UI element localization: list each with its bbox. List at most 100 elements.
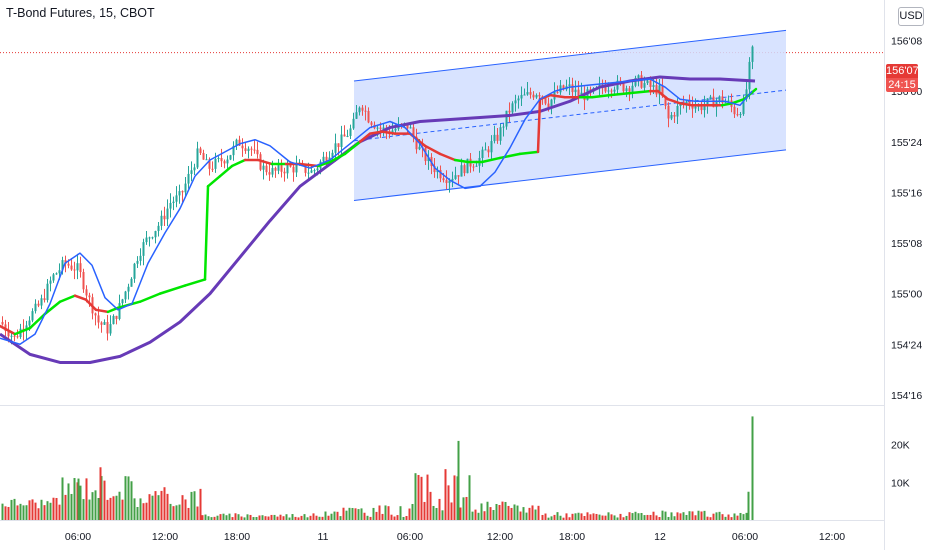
candle [79, 256, 82, 278]
volume-bar [67, 483, 70, 520]
volume-bar [267, 516, 270, 520]
candle-body [211, 168, 214, 170]
candle-body [628, 88, 631, 92]
ma-step-segment [438, 152, 457, 162]
candle [571, 77, 574, 98]
candle [514, 94, 517, 112]
candle-body [667, 105, 670, 119]
volume-bar [631, 513, 634, 520]
volume-bar [106, 499, 109, 520]
candle-body [229, 155, 232, 160]
candle-body [520, 94, 523, 99]
volume-bar [691, 511, 694, 520]
candle [523, 88, 526, 96]
volume-bar [130, 481, 133, 520]
candle [508, 102, 511, 123]
volume-bar [429, 491, 432, 520]
ma-step-segment [138, 292, 162, 303]
candle-body [700, 105, 703, 111]
candle-body [322, 156, 325, 162]
candle-body [412, 127, 415, 137]
candle-body [160, 215, 163, 226]
volume-bar [432, 505, 435, 520]
candle-body [637, 75, 640, 78]
candle-body [370, 122, 373, 125]
volume-bar [574, 513, 577, 520]
volume-bar [414, 473, 417, 520]
currency-button[interactable]: USD [898, 7, 924, 26]
volume-bar [715, 512, 718, 520]
volume-bar [384, 505, 387, 520]
ma-step-segment [343, 140, 362, 156]
volume-bar [649, 514, 652, 520]
volume-bar [243, 517, 246, 520]
candle-body [352, 118, 355, 129]
volume-bar [79, 485, 82, 520]
price-tick-label: 154'16 [891, 390, 922, 402]
candle [37, 300, 40, 308]
candle-body [37, 303, 40, 306]
candle-body [742, 98, 745, 115]
volume-bar [625, 515, 628, 520]
volume-bar [282, 516, 285, 520]
candle [256, 141, 259, 159]
volume-bar [516, 505, 519, 520]
ma-step-segment [58, 294, 77, 303]
candle-body [643, 83, 646, 88]
volume-bar [679, 513, 682, 520]
candle [427, 150, 430, 170]
candle-body [247, 148, 250, 152]
volume-bar [312, 513, 315, 520]
volume-bar [643, 515, 646, 520]
volume-bar [213, 516, 216, 520]
candle-body [49, 280, 52, 284]
candle [43, 288, 46, 303]
volume-bar [37, 508, 40, 520]
candle [736, 107, 739, 117]
candle-body [304, 164, 307, 173]
volume-bar [300, 515, 303, 520]
volume-bar [160, 490, 163, 520]
candle [217, 156, 220, 163]
volume-bar [270, 514, 273, 520]
candle-body [715, 100, 718, 108]
candle-body [142, 242, 145, 256]
candle [625, 85, 628, 98]
candle [577, 80, 580, 104]
volume-bar [366, 515, 369, 520]
ma-step-segment [656, 89, 670, 101]
candle-body [571, 84, 574, 93]
volume-bar [372, 507, 375, 520]
volume-bar [127, 476, 130, 520]
volume-bar [10, 499, 13, 520]
candle-body [70, 265, 73, 270]
candle-body [223, 161, 226, 164]
candle-body [649, 80, 652, 87]
volume-bar [49, 502, 52, 520]
parallel-channel[interactable] [353, 29, 787, 201]
volume-bar [441, 510, 444, 520]
candle-body [448, 180, 451, 184]
candle-body [718, 96, 721, 101]
candle-body [343, 134, 346, 137]
candle [103, 319, 106, 326]
candle-body [679, 103, 682, 107]
candle-body [439, 170, 442, 179]
candle-body [544, 97, 547, 104]
volume-bar [240, 516, 243, 520]
candle [655, 77, 658, 98]
volume-bar [273, 514, 276, 520]
volume-bar [225, 515, 228, 520]
volume-bar [112, 496, 115, 520]
volume-bar [652, 511, 655, 520]
candle-body [733, 106, 736, 115]
candle-body [622, 82, 625, 92]
ma-step-segment [158, 284, 187, 295]
candle-body [442, 178, 445, 181]
candle [163, 206, 166, 226]
volume-bar [348, 507, 351, 520]
volume-bar [661, 510, 664, 520]
volume-bar [556, 512, 559, 520]
candle-body [139, 255, 142, 261]
